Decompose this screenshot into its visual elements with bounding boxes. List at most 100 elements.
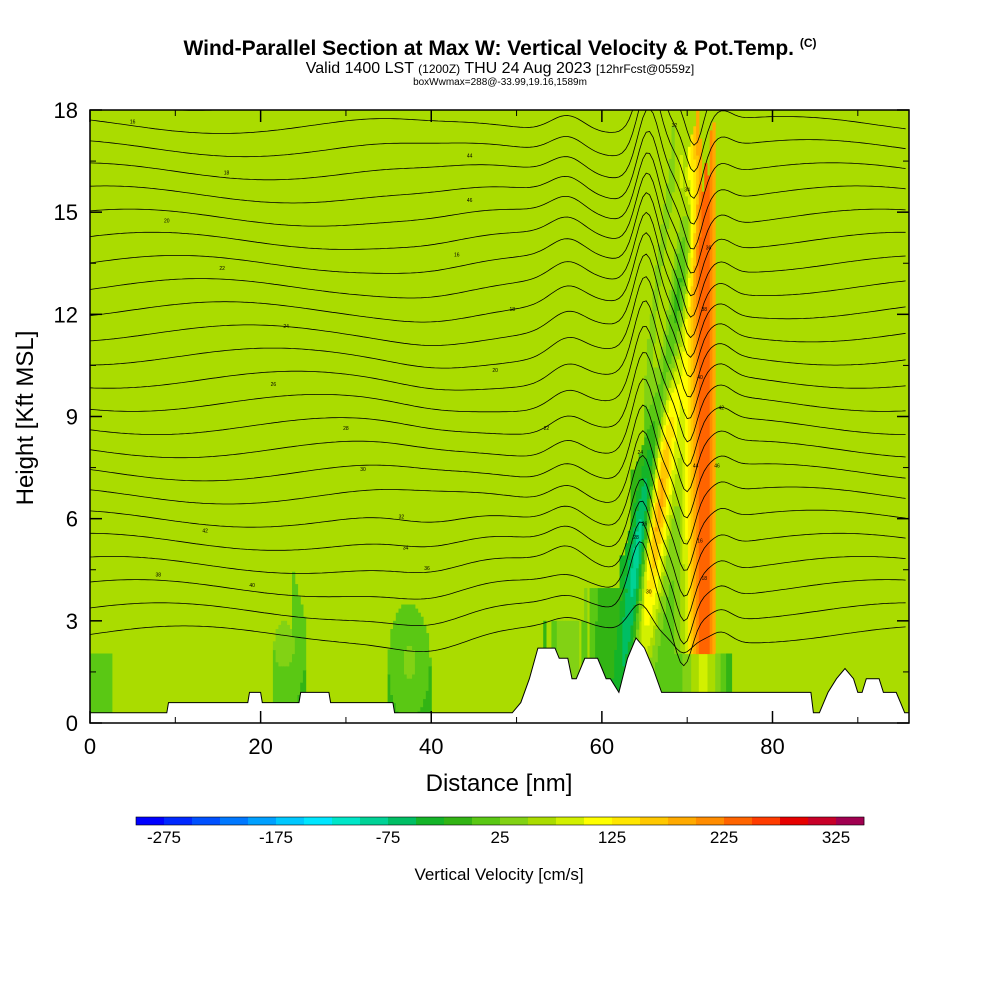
velocity-cell xyxy=(655,629,659,663)
velocity-cell xyxy=(660,526,664,544)
velocity-cell xyxy=(283,620,288,667)
velocity-cell xyxy=(657,498,662,524)
velocity-cell xyxy=(687,653,692,723)
velocity-cell xyxy=(286,665,290,723)
velocity-cell xyxy=(663,424,667,438)
velocity-cell xyxy=(652,490,656,503)
x-tick-label: 40 xyxy=(419,734,443,759)
x-axis-title: Distance [nm] xyxy=(426,770,573,797)
velocity-cell xyxy=(666,334,670,373)
contour-label: 42 xyxy=(202,528,208,534)
velocity-cell xyxy=(412,649,416,675)
velocity-cell xyxy=(668,387,673,401)
velocity-cell xyxy=(660,400,664,418)
velocity-cell xyxy=(657,449,662,458)
velocity-cell xyxy=(685,318,689,540)
velocity-cell xyxy=(636,510,640,532)
velocity-cell xyxy=(652,396,656,422)
velocity-cell xyxy=(717,653,722,723)
velocity-cell xyxy=(646,580,651,593)
velocity-cell xyxy=(682,236,686,287)
y-tick-label: 3 xyxy=(66,609,78,634)
contour-label: 18 xyxy=(702,576,708,582)
y-tick-label: 9 xyxy=(66,405,78,430)
velocity-cell xyxy=(704,163,708,655)
velocity-cell xyxy=(657,244,662,287)
velocity-cell xyxy=(693,265,697,655)
velocity-cell xyxy=(676,277,681,311)
velocity-cell xyxy=(696,244,700,655)
velocity-cell xyxy=(644,571,648,593)
contour-line xyxy=(90,325,906,443)
velocity-cell xyxy=(272,641,277,651)
velocity-cell xyxy=(671,580,675,723)
contour-line xyxy=(90,454,906,571)
velocity-cell xyxy=(674,248,678,270)
velocity-cell xyxy=(573,620,577,723)
velocity-cell xyxy=(616,588,621,626)
velocity-cell xyxy=(655,392,659,446)
velocity-cell xyxy=(709,130,713,655)
velocity-cell xyxy=(668,400,673,418)
velocity-cell xyxy=(671,269,675,291)
velocity-cell xyxy=(404,674,408,720)
contour-line xyxy=(90,253,906,378)
velocity-cell xyxy=(690,167,694,258)
velocity-cell xyxy=(660,596,664,630)
velocity-cell xyxy=(655,265,659,311)
velocity-cell xyxy=(630,469,634,520)
colorbar: -275 -175 -75 25 125 225 325 xyxy=(135,816,865,847)
velocity-cell xyxy=(646,408,651,430)
y-tick-label: 6 xyxy=(66,507,78,532)
velocity-cell xyxy=(644,547,648,561)
velocity-cell xyxy=(630,596,634,626)
velocity-cell xyxy=(715,653,719,723)
velocity-cell xyxy=(682,408,686,565)
velocity-cell xyxy=(584,588,588,622)
velocity-cell xyxy=(693,126,697,160)
velocity-cell xyxy=(655,575,659,593)
velocity-cell xyxy=(663,449,667,507)
velocity-cell xyxy=(649,449,653,467)
velocity-cell xyxy=(289,661,293,723)
velocity-cell xyxy=(660,543,664,557)
velocity-cell xyxy=(625,575,629,589)
velocity-cell xyxy=(674,371,678,389)
velocity-cell xyxy=(649,616,653,638)
velocity-cell xyxy=(412,604,416,651)
velocity-cell xyxy=(704,653,708,723)
velocity-cell xyxy=(698,183,703,238)
colorbar-tick-label: 25 xyxy=(491,828,510,847)
velocity-cell xyxy=(646,510,651,524)
velocity-cell xyxy=(406,645,410,679)
colorbar-swatch xyxy=(556,817,585,825)
velocity-cell xyxy=(652,473,656,483)
velocity-cell xyxy=(630,543,634,569)
velocity-cell xyxy=(638,543,642,565)
velocity-cell xyxy=(630,518,634,544)
contour-line xyxy=(90,172,906,297)
velocity-cell xyxy=(676,253,681,279)
velocity-cell xyxy=(660,428,664,442)
velocity-cell xyxy=(633,588,637,605)
velocity-cell xyxy=(687,306,692,655)
plot-background xyxy=(90,110,909,723)
contour-line xyxy=(90,276,906,398)
contour-label: 26 xyxy=(271,382,277,388)
colorbar-swatch xyxy=(164,817,193,825)
velocity-cell xyxy=(278,624,282,667)
velocity-cell xyxy=(668,473,673,495)
velocity-cell xyxy=(597,588,602,723)
velocity-cell xyxy=(302,616,307,671)
contour-line xyxy=(90,541,906,667)
velocity-cell xyxy=(278,665,282,723)
velocity-cell xyxy=(676,310,681,332)
velocity-cell xyxy=(409,678,413,720)
velocity-cell xyxy=(646,543,651,557)
contour-label: 32 xyxy=(672,123,678,129)
colorbar-swatch xyxy=(136,817,165,825)
velocity-cell xyxy=(644,436,648,458)
velocity-cell xyxy=(674,441,678,475)
contour-label: 30 xyxy=(360,467,366,473)
velocity-cell xyxy=(636,530,640,569)
